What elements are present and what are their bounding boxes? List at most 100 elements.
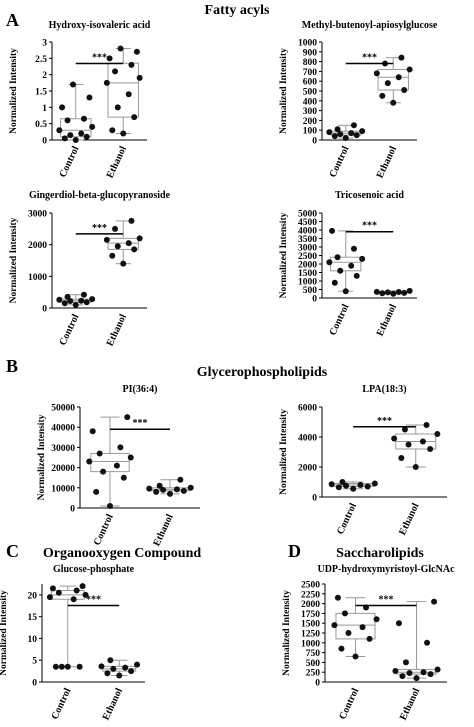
data-point: [334, 126, 341, 133]
y-tick-label: 900: [303, 48, 318, 58]
y-tick-label: 1000: [28, 273, 47, 283]
x-tick-label: Ethanol: [151, 512, 175, 548]
y-tick-label: 2000: [28, 241, 47, 251]
data-point: [80, 115, 87, 122]
data-point: [59, 104, 66, 111]
data-point: [384, 289, 391, 296]
data-point: [80, 291, 87, 298]
data-point: [431, 598, 438, 605]
data-point: [343, 482, 350, 489]
data-point: [86, 458, 93, 465]
y-tick-label: 2: [42, 71, 47, 81]
data-point: [120, 130, 127, 137]
data-point: [89, 428, 96, 435]
data-point: [72, 137, 79, 143]
y-tick-label: 2000: [298, 261, 317, 271]
y-tick-label: 5: [32, 657, 37, 667]
y-tick-label: 600: [303, 78, 318, 88]
chart-title: Methyl-butenoyl-apiosylglucose: [302, 20, 438, 31]
data-point: [329, 227, 336, 234]
data-point: [423, 422, 430, 428]
y-tick-label: 750: [306, 649, 321, 659]
data-point: [187, 484, 194, 491]
data-point: [128, 217, 135, 224]
data-point: [113, 462, 120, 469]
y-tick-label: 0: [312, 295, 317, 305]
data-point: [73, 587, 80, 594]
data-point: [390, 99, 397, 106]
significance-label: ***: [92, 53, 107, 64]
data-point: [350, 122, 357, 129]
chart-title: LPA(18:3): [362, 384, 406, 395]
y-tick-label: 0.5: [35, 120, 47, 130]
data-point: [331, 279, 338, 286]
data-point: [107, 502, 113, 509]
y-tick-label: 20000: [51, 464, 75, 474]
data-point: [401, 87, 408, 94]
data-point: [427, 446, 434, 452]
data-point: [125, 91, 132, 98]
data-point: [64, 117, 71, 124]
y-axis-label: Normalized Intensity: [0, 590, 9, 676]
data-point: [420, 669, 427, 676]
data-point: [82, 591, 89, 598]
data-point: [107, 657, 114, 664]
y-tick-label: 0: [42, 305, 47, 315]
data-point: [131, 246, 138, 253]
y-tick-label: 500: [303, 286, 318, 296]
y-tick-label: 0: [315, 679, 320, 689]
y-tick-label: 2000: [301, 600, 320, 610]
x-tick-label: Control: [49, 686, 73, 721]
data-point: [79, 583, 86, 590]
y-tick-label: 200: [303, 117, 318, 127]
y-axis-label: Normalized Intensity: [279, 409, 289, 495]
x-tick-label: Ethanol: [105, 144, 129, 180]
data-point: [167, 490, 173, 497]
data-point: [78, 130, 85, 137]
data-point: [331, 622, 338, 629]
section-letter: D: [288, 541, 301, 561]
x-tick-label: Ethanol: [101, 686, 125, 722]
data-point: [379, 92, 386, 99]
data-point: [104, 670, 111, 677]
y-tick-label: 100: [303, 127, 318, 137]
chart-title: Glucose-phosphate: [53, 564, 135, 575]
significance-label: ***: [362, 221, 377, 232]
x-tick-label: Ethanol: [375, 302, 399, 338]
y-axis-label: Normalized Intensity: [37, 414, 47, 500]
y-tick-label: 2250: [301, 590, 320, 600]
data-point: [46, 594, 53, 601]
data-point: [427, 671, 434, 678]
data-point: [326, 129, 333, 136]
data-point: [338, 645, 345, 652]
data-point: [112, 225, 119, 232]
y-tick-label: 800: [303, 58, 318, 68]
y-tick-label: 10000: [51, 484, 75, 494]
data-point: [341, 610, 348, 617]
data-point: [392, 668, 399, 675]
data-point: [337, 131, 344, 138]
significance-label: ***: [86, 595, 101, 606]
data-point: [334, 594, 341, 601]
data-point: [334, 254, 341, 261]
data-point: [58, 663, 65, 670]
x-tick-label: Control: [92, 512, 116, 547]
y-axis-label: Normalized Intensity: [282, 590, 292, 676]
data-point: [72, 301, 79, 308]
data-point: [83, 299, 90, 306]
data-point: [357, 482, 364, 488]
data-point: [177, 476, 184, 483]
data-point: [93, 488, 100, 495]
y-tick-label: 1500: [298, 269, 317, 279]
data-point: [348, 130, 355, 137]
data-point: [128, 61, 135, 68]
data-point: [56, 296, 63, 303]
data-point: [413, 675, 420, 682]
y-tick-label: 0: [70, 505, 75, 515]
y-tick-label: 1: [42, 104, 47, 114]
data-point: [61, 135, 68, 142]
data-point: [70, 596, 77, 603]
y-tick-label: 0: [42, 137, 47, 147]
data-point: [331, 133, 338, 140]
y-tick-label: 15: [28, 613, 38, 623]
